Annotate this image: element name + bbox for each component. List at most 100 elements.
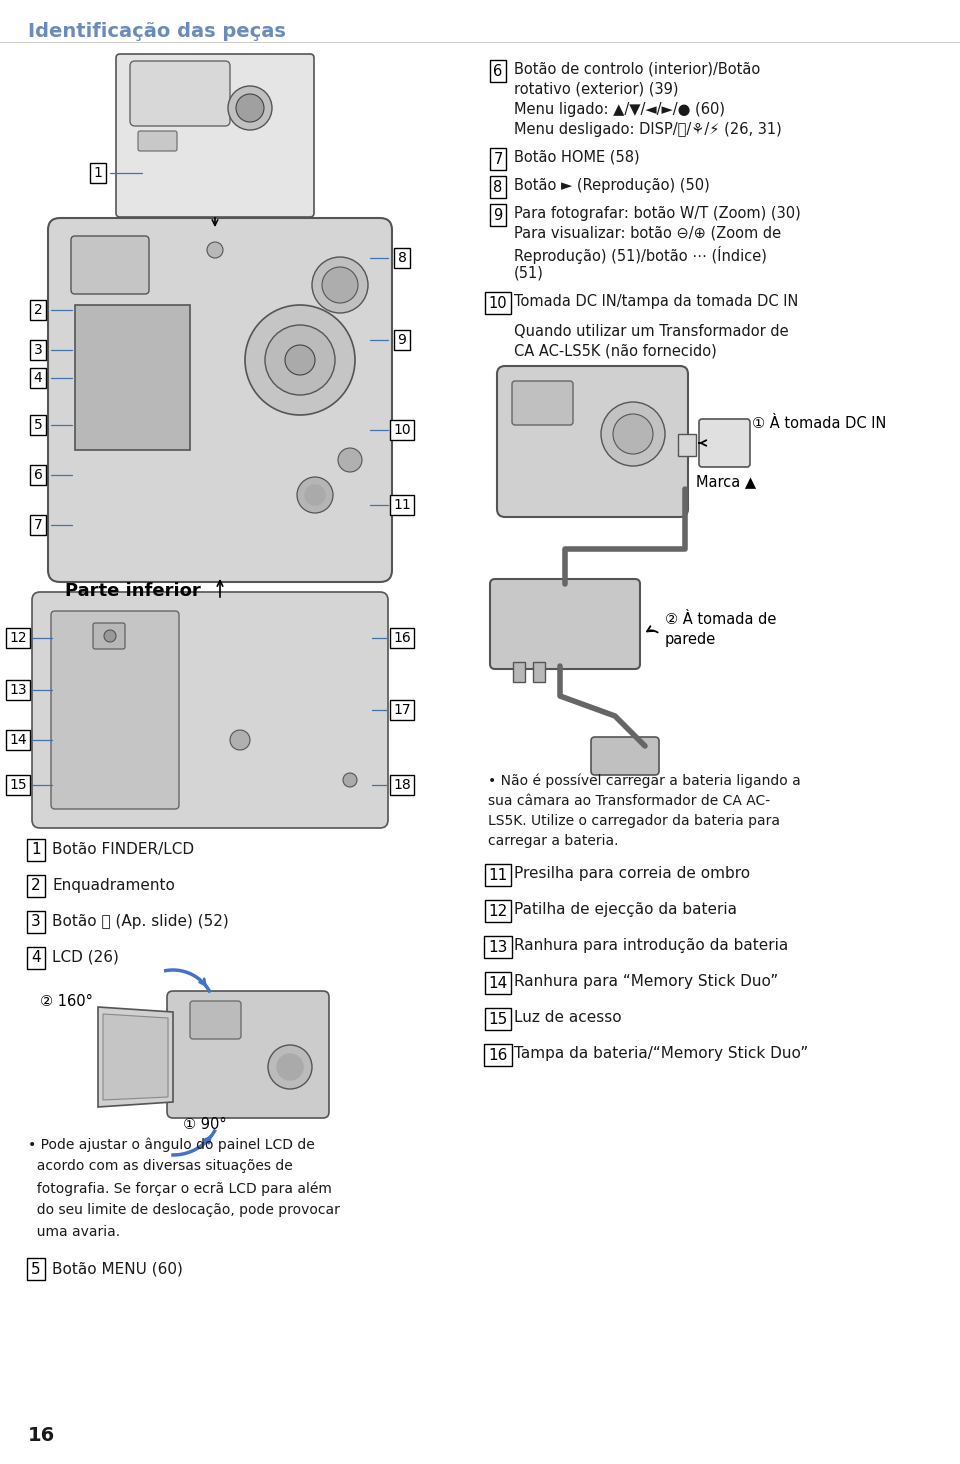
FancyBboxPatch shape: [116, 54, 314, 217]
Text: Tomada DC IN/tampa da tomada DC IN: Tomada DC IN/tampa da tomada DC IN: [514, 294, 799, 309]
Text: 14: 14: [10, 733, 27, 747]
FancyBboxPatch shape: [48, 218, 392, 583]
Text: 5: 5: [31, 1262, 41, 1277]
Circle shape: [207, 242, 223, 258]
Text: Enquadramento: Enquadramento: [52, 878, 175, 893]
FancyBboxPatch shape: [591, 736, 659, 774]
Text: 15: 15: [10, 777, 27, 792]
Text: ① À tomada DC IN: ① À tomada DC IN: [752, 416, 886, 430]
FancyBboxPatch shape: [130, 61, 230, 126]
FancyBboxPatch shape: [32, 591, 388, 829]
Text: 2: 2: [31, 878, 41, 893]
Text: 7: 7: [493, 151, 503, 167]
Circle shape: [285, 346, 315, 375]
Text: 7: 7: [34, 518, 42, 531]
Text: Botão de controlo (interior)/Botão: Botão de controlo (interior)/Botão: [514, 61, 760, 78]
Circle shape: [322, 266, 358, 303]
Circle shape: [277, 1054, 303, 1080]
Text: 6: 6: [493, 63, 503, 79]
Text: (51): (51): [514, 266, 544, 281]
Circle shape: [343, 773, 357, 788]
Text: ① 90°: ① 90°: [183, 1117, 227, 1132]
Text: ② 160°: ② 160°: [40, 994, 93, 1009]
Text: 11: 11: [394, 498, 411, 512]
Text: Patilha de ejecção da bateria: Patilha de ejecção da bateria: [514, 902, 737, 916]
FancyBboxPatch shape: [51, 610, 179, 810]
Text: Quando utilizar um Transformador de: Quando utilizar um Transformador de: [514, 324, 788, 340]
Circle shape: [230, 731, 250, 750]
Bar: [513, 662, 525, 682]
FancyBboxPatch shape: [71, 236, 149, 294]
Text: 13: 13: [489, 940, 508, 955]
Text: Presilha para correia de ombro: Presilha para correia de ombro: [514, 867, 750, 881]
Text: fotografia. Se forçar o ecrã LCD para além: fotografia. Se forçar o ecrã LCD para al…: [28, 1181, 332, 1196]
Text: 13: 13: [10, 684, 27, 697]
Text: rotativo (exterior) (39): rotativo (exterior) (39): [514, 82, 679, 97]
Polygon shape: [103, 1015, 168, 1099]
Text: 14: 14: [489, 975, 508, 991]
Text: 12: 12: [10, 631, 27, 646]
Text: 16: 16: [28, 1426, 56, 1445]
Circle shape: [601, 403, 665, 466]
Text: • Não é possível carregar a bateria ligando a: • Não é possível carregar a bateria liga…: [488, 774, 801, 789]
Text: 8: 8: [397, 250, 406, 265]
FancyBboxPatch shape: [512, 381, 573, 425]
Text: 3: 3: [31, 915, 41, 930]
Text: Botão FINDER/LCD: Botão FINDER/LCD: [52, 842, 194, 856]
Text: 3: 3: [34, 343, 42, 357]
Bar: [75, 305, 190, 449]
Text: Botão MENU (60): Botão MENU (60): [52, 1261, 182, 1277]
Text: • Pode ajustar o ângulo do painel LCD de: • Pode ajustar o ângulo do painel LCD de: [28, 1138, 315, 1152]
FancyBboxPatch shape: [167, 991, 329, 1118]
Text: 11: 11: [489, 868, 508, 883]
Text: 10: 10: [489, 296, 507, 310]
Text: Reprodução) (51)/botão ⋯ (Índice): Reprodução) (51)/botão ⋯ (Índice): [514, 246, 767, 264]
Text: LCD (26): LCD (26): [52, 950, 119, 965]
Text: 18: 18: [394, 777, 411, 792]
Text: CA AC-LS5K (não fornecido): CA AC-LS5K (não fornecido): [514, 344, 717, 359]
Text: acordo com as diversas situações de: acordo com as diversas situações de: [28, 1159, 293, 1173]
Text: Luz de acesso: Luz de acesso: [514, 1010, 622, 1025]
Text: Para visualizar: botão ⊖/⊕ (Zoom de: Para visualizar: botão ⊖/⊕ (Zoom de: [514, 225, 781, 242]
Text: 1: 1: [31, 842, 41, 858]
Text: 4: 4: [34, 370, 42, 385]
Text: 12: 12: [489, 903, 508, 918]
FancyBboxPatch shape: [490, 578, 640, 669]
Text: sua câmara ao Transformador de CA AC-: sua câmara ao Transformador de CA AC-: [488, 793, 770, 808]
Text: 2: 2: [34, 303, 42, 318]
Text: 1: 1: [93, 165, 103, 180]
Text: 9: 9: [397, 332, 406, 347]
Text: Para fotografar: botão W/T (Zoom) (30): Para fotografar: botão W/T (Zoom) (30): [514, 206, 801, 221]
Text: Menu ligado: ▲/▼/◄/►/● (60): Menu ligado: ▲/▼/◄/►/● (60): [514, 102, 725, 117]
Bar: [678, 433, 696, 455]
FancyBboxPatch shape: [190, 1001, 241, 1039]
Text: 8: 8: [493, 180, 503, 195]
Text: Menu desligado: DISP/ⓨ/⚘/⚡ (26, 31): Menu desligado: DISP/ⓨ/⚘/⚡ (26, 31): [514, 122, 781, 138]
Circle shape: [297, 477, 333, 512]
Circle shape: [305, 485, 325, 505]
Text: Botão ⎙ (Ap. slide) (52): Botão ⎙ (Ap. slide) (52): [52, 914, 228, 930]
Text: Tampa da bateria/“Memory Stick Duo”: Tampa da bateria/“Memory Stick Duo”: [514, 1045, 808, 1061]
Text: 9: 9: [493, 208, 503, 223]
Circle shape: [245, 305, 355, 414]
Text: 16: 16: [489, 1048, 508, 1063]
Circle shape: [312, 258, 368, 313]
Text: Identificação das peças: Identificação das peças: [28, 22, 286, 41]
Text: Marca ▲: Marca ▲: [696, 474, 756, 489]
Text: 17: 17: [394, 703, 411, 717]
Circle shape: [228, 86, 272, 130]
Text: 4: 4: [31, 950, 41, 965]
Text: ② À tomada de: ② À tomada de: [665, 612, 777, 627]
Text: 6: 6: [34, 468, 42, 482]
Text: 16: 16: [394, 631, 411, 646]
Text: Botão HOME (58): Botão HOME (58): [514, 149, 639, 165]
FancyBboxPatch shape: [138, 130, 177, 151]
Bar: [533, 662, 545, 682]
Circle shape: [613, 414, 653, 454]
Circle shape: [268, 1045, 312, 1089]
Circle shape: [236, 94, 264, 122]
FancyBboxPatch shape: [699, 419, 750, 467]
Text: 5: 5: [34, 419, 42, 432]
Text: 15: 15: [489, 1012, 508, 1026]
Circle shape: [104, 630, 116, 643]
